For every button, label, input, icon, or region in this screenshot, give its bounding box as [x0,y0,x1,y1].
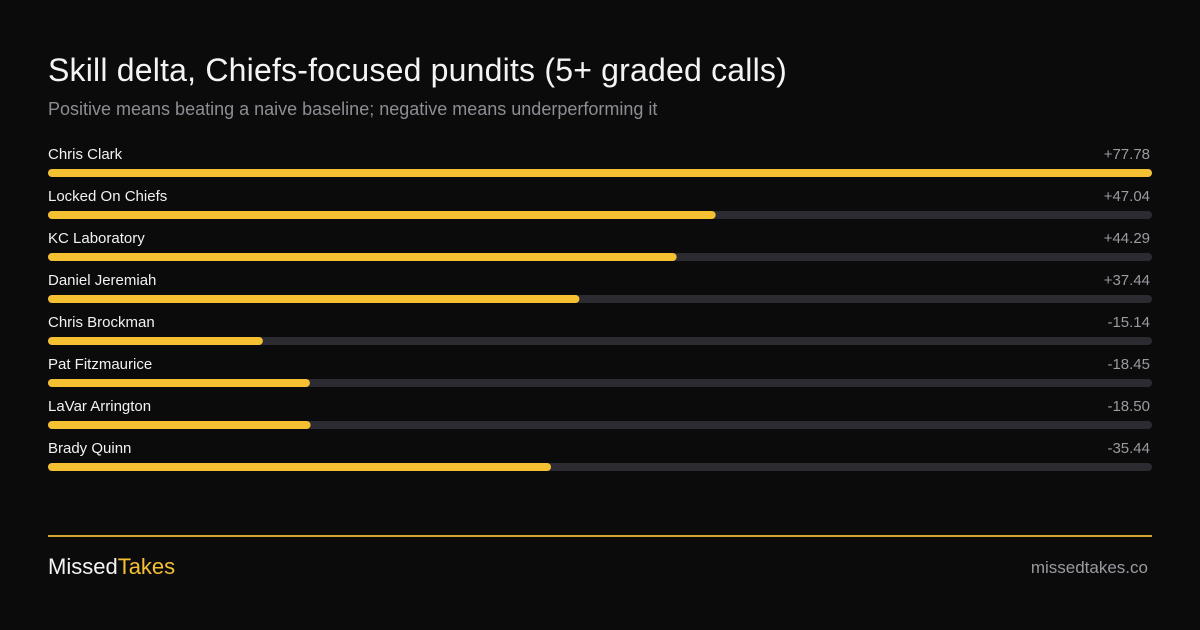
bar-label: Locked On Chiefs [48,188,167,205]
bar-chart: Chris Clark +77.78 Locked On Chiefs +47.04 K… [48,146,1152,471]
bar [48,253,677,261]
bar-label: KC Laboratory [48,230,145,247]
bar-value-label: -15.14 [1107,314,1150,331]
bar [48,295,580,303]
bar-label: LaVar Arrington [48,398,151,415]
bar [48,421,311,429]
bar-track [48,337,1152,345]
bar-value-label: -35.44 [1107,440,1150,457]
bar-value-label: +44.29 [1104,230,1150,247]
bar-row-kc-laboratory: KC Laboratory +44.29 [48,230,1152,261]
bar-value-label: -18.45 [1107,356,1150,373]
bar-track [48,421,1152,429]
bar-row-chris-clark: Chris Clark +77.78 [48,146,1152,177]
bar [48,337,263,345]
bar-value-label: +47.04 [1104,188,1150,205]
chart-subtitle: Positive means beating a naive baseline;… [48,99,658,119]
bar-row-pat-fitzmaurice: Pat Fitzmaurice -18.45 [48,356,1152,387]
bar-row-brady-quinn: Brady Quinn -35.44 [48,440,1152,471]
bar-value-label: -18.50 [1107,398,1150,415]
brand-logo: MissedTakes [48,554,175,580]
site-url: missedtakes.co [1030,558,1148,577]
footer-divider [48,535,1152,537]
bar-label: Pat Fitzmaurice [48,356,152,373]
brand-logo-missed: Missed [48,554,118,579]
bar [48,211,716,219]
chart-title: Skill delta, Chiefs-focused pundits (5+ … [48,52,787,88]
bar [48,169,1152,177]
bar-label: Chris Clark [48,146,123,163]
bar-row-locked-on-chiefs: Locked On Chiefs +47.04 [48,188,1152,219]
brand-logo-takes: Takes [117,554,176,579]
bar-label: Brady Quinn [48,440,131,457]
bar-row-daniel-jeremiah: Daniel Jeremiah +37.44 [48,272,1152,303]
bar [48,463,552,471]
bar-row-chris-brockman: Chris Brockman -15.14 [48,314,1152,345]
bar [48,379,310,387]
bar-label: Daniel Jeremiah [48,272,156,289]
bar-track [48,379,1152,387]
bar-value-label: +37.44 [1104,272,1150,289]
bar-value-label: +77.78 [1104,146,1150,163]
bar-label: Chris Brockman [48,314,155,331]
bar-row-lavar-arrington: LaVar Arrington -18.50 [48,398,1152,429]
